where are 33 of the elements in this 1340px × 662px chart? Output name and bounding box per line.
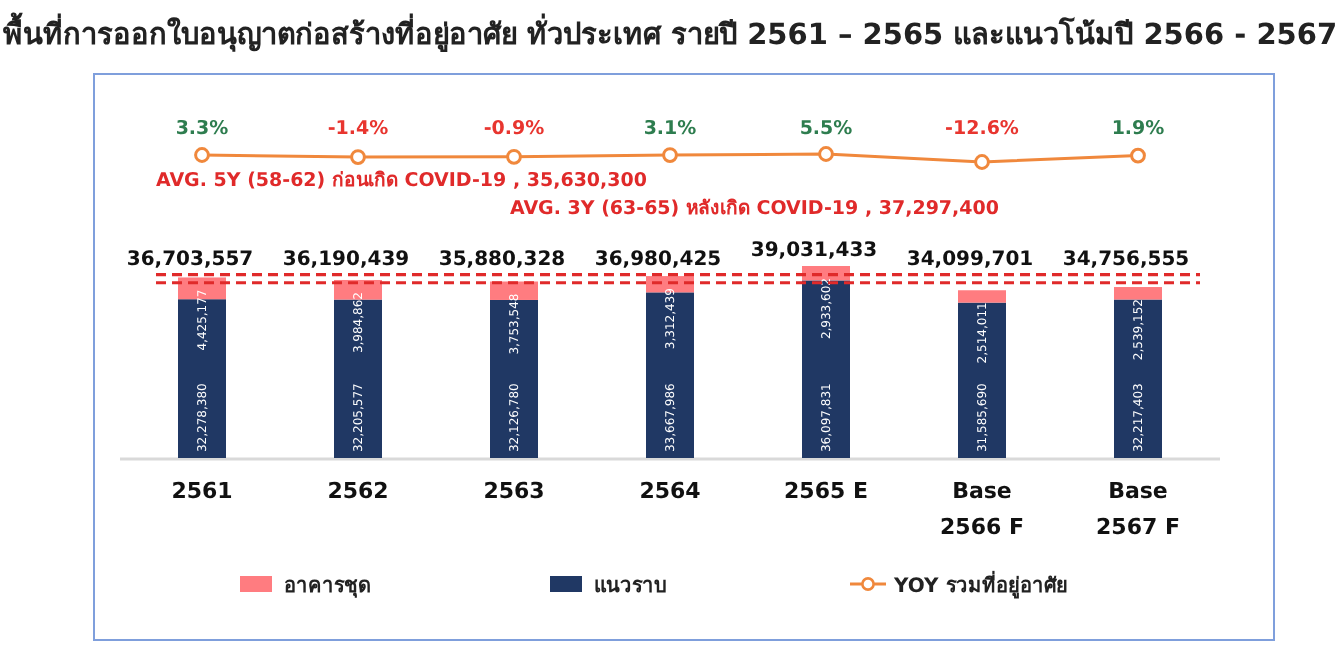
bar [958,290,1006,303]
data-label: 3.1% [643,118,698,140]
x-tick-label: Base 2567 F [1096,478,1180,540]
bar [646,292,694,458]
x-tick-label: 2561 [171,478,233,504]
legend-label: แนวราบ [594,576,666,598]
total-label: 39,031,433 [750,240,878,262]
total-label: 36,190,439 [282,248,410,271]
total-label: 34,099,701 [906,248,1034,271]
bar [958,302,1006,458]
ref-line-label: AVG. 3Y (63-65) หลังเกิด COVID-19 , 37,297,400 [510,198,1000,220]
x-tick-label: 2563 [483,478,545,504]
total-label: 35,880,328 [438,248,566,271]
x-tick-label: 2562 [327,478,389,504]
data-label: 5.5% [799,118,854,140]
data-label: -0.9% [483,118,546,140]
legend-label: อาคารชุด [284,576,370,598]
bar [1114,299,1162,458]
total-label: 34,756,555 [1062,248,1190,271]
bar [802,280,850,458]
bar [1114,287,1162,300]
data-label: -1.4% [327,118,390,140]
legend-label: YOY รวมที่อยู่อาศัย [892,570,1068,600]
data-label: -12.6% [945,118,1020,140]
data-label: 1.9% [1111,118,1166,140]
total-label: 36,980,425 [594,248,722,271]
x-tick-label: Base 2566 F [940,478,1024,540]
ref-line-label: AVG. 5Y (58-62) ก่อนเกิด COVID-19 , 35,630,300 [156,170,648,192]
x-tick-label: 2565 E [784,478,868,504]
data-label: 3.3% [175,118,230,140]
x-tick-label: 2564 [639,478,702,504]
total-label: 36,703,557 [126,248,254,271]
chart-title: พื้นที่การออกใบอนุญาตก่อสร้างที่อยู่อาศัย ทั่วประเทศ รายปี 2561 – 2565 และแนวโน้มปี 2566 - 2567 [2,12,1338,52]
